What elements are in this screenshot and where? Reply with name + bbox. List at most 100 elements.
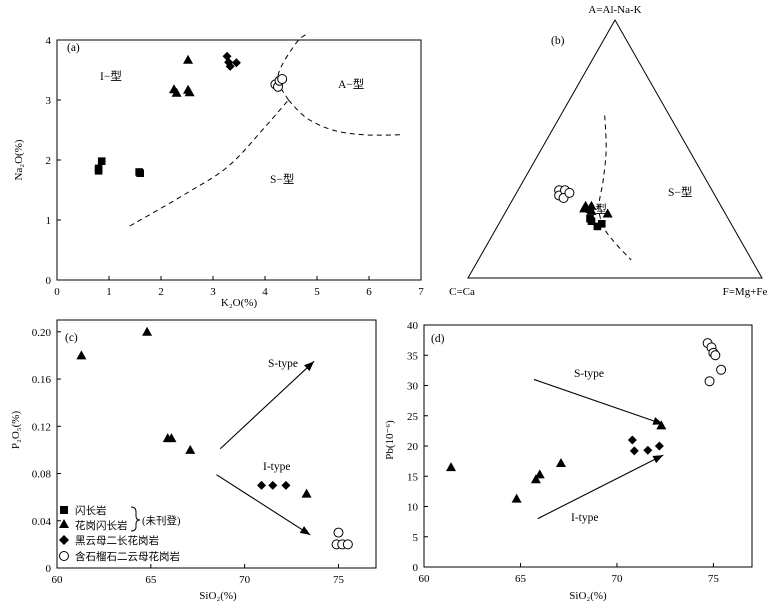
panel-a-ytick-label: 4 (46, 35, 52, 47)
panel-a: (a) K₂O(%) Na₂O(%) I−型 A−型 S−型 0 1 2 3 4 5 6 70… (13, 32, 425, 309)
panel-a-xtick-label: 7 (418, 286, 424, 298)
ternary-vertex-left: C=Ca (449, 286, 475, 298)
panel-b-marks (554, 185, 613, 231)
data-point-circle (342, 539, 353, 550)
data-point-circle (277, 74, 288, 84)
panel-a-ytick-label: 2 (46, 155, 52, 167)
panel-b-region-s: S−型 (668, 185, 692, 199)
panel-a-xtick-label: 0 (54, 286, 60, 298)
panel-b-label: (b) (551, 35, 565, 47)
panel-c-label: (c) (65, 332, 78, 344)
panel-d-ticks: 60 65 70 75 0 5 10 15 20 25 30 35 40 (407, 320, 719, 585)
panel-c-arrow-0-head (304, 361, 315, 372)
panel-d-arrow-1-head (652, 455, 664, 464)
panel-d-ytick-label: 0 (413, 562, 419, 574)
data-point-circle (333, 527, 344, 538)
data-point-square (97, 157, 106, 165)
panel-b: (b) A=Al-Na-K C=Ca F=Mg+Fe I−型 S−型 (449, 4, 767, 298)
legend-diamond-marker (59, 535, 69, 545)
panel-c-ytick-label: 0 (46, 563, 52, 575)
panel-c-ytick-label: 0.20 (32, 327, 52, 339)
data-point-diamond (643, 445, 653, 455)
panel-a-xtick-label: 4 (262, 286, 268, 298)
panel-d-xlabel: SiO₂(%) (569, 590, 607, 602)
panel-d-marks (446, 338, 727, 503)
panel-a-xtick-label: 5 (314, 286, 320, 298)
data-point-triangle (142, 326, 153, 336)
panel-c-frame (56, 319, 377, 569)
panel-c-xtick-label: 60 (52, 574, 64, 586)
panel-d-ytick-label: 20 (407, 441, 419, 453)
legend-square-marker (60, 506, 68, 514)
data-point-square (597, 220, 606, 228)
panel-c-arrow-0-shaft (219, 360, 315, 450)
panel-b-boundary (598, 115, 632, 261)
data-point-triangle (446, 462, 457, 472)
panel-c-ytick-label: 0.12 (32, 421, 51, 433)
panel-a-boundaries (129, 32, 401, 227)
panel-c-arrow-1-head (299, 526, 311, 535)
panel-c-ytick-label: 0.16 (32, 374, 52, 386)
panel-c-arrow-1-shaft (216, 474, 311, 536)
data-point-circle (716, 364, 727, 375)
data-point-triangle (534, 469, 545, 479)
data-point-square (94, 167, 103, 175)
data-point-diamond (257, 480, 267, 490)
panel-d-frame (423, 324, 753, 568)
panel-d-ytick-label: 15 (407, 471, 419, 483)
data-point-triangle (586, 200, 597, 210)
data-point-diamond (231, 58, 241, 68)
panel-a-ylabel: Na₂O(%) (13, 139, 25, 180)
panel-a-region-s: S−型 (270, 172, 294, 186)
data-point-triangle (76, 350, 87, 360)
panel-a-xtick-label: 6 (366, 286, 372, 298)
panel-d-ytick-label: 25 (407, 411, 419, 423)
panel-d-arrow-0-shaft (533, 378, 664, 425)
panel-c-trend-arrows (216, 360, 315, 536)
ternary-vertex-top: A=Al-Na-K (588, 4, 641, 16)
panel-d-trend-s: S-type (574, 368, 604, 380)
legend-item-3: 含石榴石二云母花岗岩 (75, 550, 180, 563)
panel-d-ytick-label: 40 (407, 320, 419, 332)
panel-d-ytick-label: 35 (407, 350, 419, 362)
panel-a-region-a: A−型 (338, 77, 364, 91)
data-point-triangle (183, 54, 194, 64)
data-point-triangle (301, 488, 312, 498)
panel-c-xtick-label: 70 (239, 574, 251, 586)
panel-c-ytick-label: 0.04 (32, 516, 52, 528)
data-point-diamond (627, 435, 637, 445)
panel-a-marks (94, 51, 288, 177)
panel-a-region-i: I−型 (100, 69, 122, 83)
legend-brace (130, 506, 141, 532)
panel-c-ytick-label: 0.08 (32, 469, 52, 481)
panel-a-ytick-label: 3 (46, 95, 52, 107)
data-point-triangle (171, 87, 182, 97)
panel-c: (c) SiO₂(%) P₂O₅(%) S-type I-type 60 65 70… (10, 319, 377, 602)
panel-d-ytick-label: 10 (407, 502, 419, 514)
panel-a-ticks: 0 1 2 3 4 5 6 7 0 1 2 3 4 (46, 35, 425, 298)
panel-d-ytick-label: 5 (413, 532, 419, 544)
data-point-diamond (225, 61, 235, 71)
panel-a-boundary-line (129, 99, 289, 227)
data-point-triangle (166, 433, 177, 443)
panel-d-trend-arrows (533, 378, 664, 520)
panel-d-arrow-1-shaft (537, 454, 664, 520)
panel-c-legend: 闪长岩 花岗闪长岩 (未刊登) 黑云母二长花岗岩 含石榴石二云母花岗岩 (59, 504, 181, 563)
ternary-triangle (467, 18, 763, 279)
legend-item-2: 黑云母二长花岗岩 (75, 534, 159, 547)
data-point-square (136, 169, 144, 177)
panel-a-xtick-label: 3 (210, 286, 216, 298)
data-point-triangle (511, 493, 522, 503)
data-point-square (593, 222, 602, 231)
panel-c-trend-i: I-type (263, 461, 290, 473)
panel-d-ylabel: Pb(10⁻⁶) (384, 420, 396, 460)
panel-a-ytick-label: 1 (46, 215, 52, 227)
data-point-triangle (555, 457, 566, 467)
data-point-diamond (268, 480, 278, 490)
data-point-diamond (629, 446, 639, 456)
panel-d-xtick-label: 75 (708, 573, 720, 585)
data-point-triangle (185, 444, 196, 454)
data-point-triangle (530, 474, 541, 484)
panel-c-trend-s: S-type (268, 358, 298, 370)
panel-a-boundary-line (277, 32, 310, 101)
